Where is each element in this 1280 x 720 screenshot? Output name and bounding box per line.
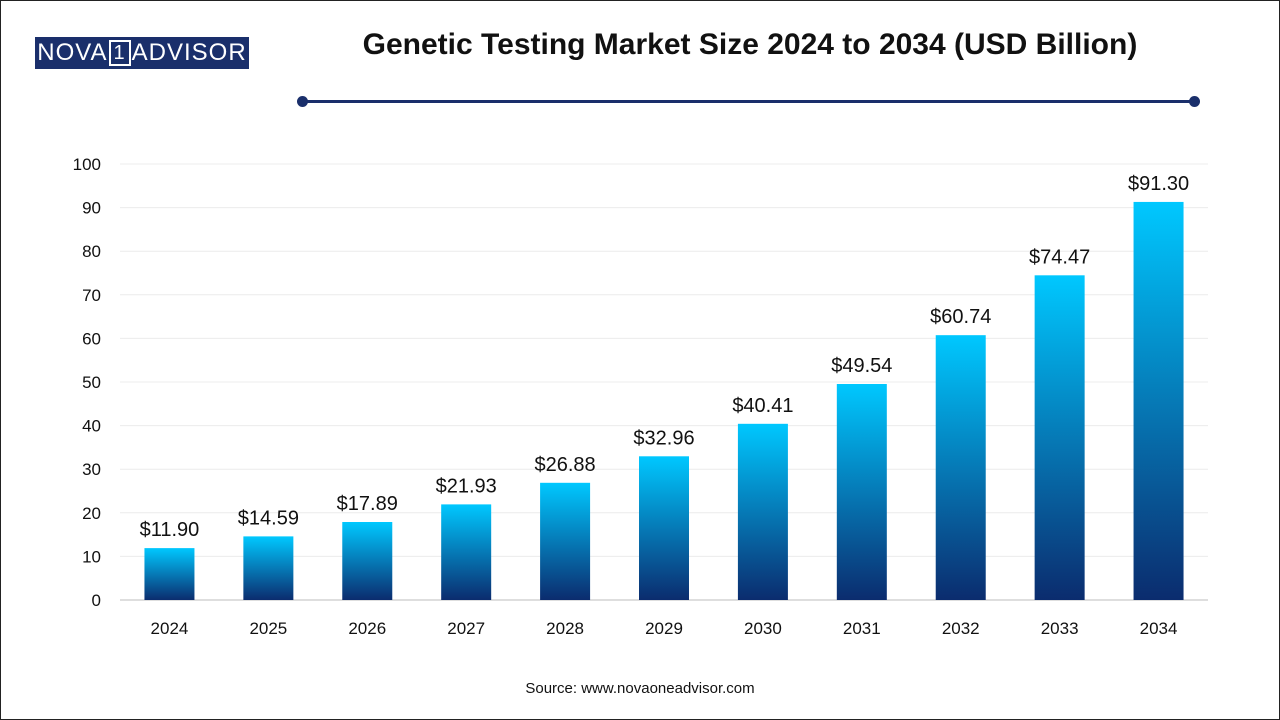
data-label: $11.90 — [140, 519, 200, 541]
bar — [441, 504, 492, 600]
bar — [243, 536, 294, 600]
y-tick-label: 20 — [82, 504, 101, 523]
brand-logo: NOVA 1 ADVISOR — [35, 37, 249, 69]
title-underline — [302, 100, 1195, 103]
y-tick-label: 100 — [73, 155, 101, 174]
x-tick-label: 2029 — [645, 619, 683, 638]
y-tick-label: 10 — [82, 547, 101, 566]
x-tick-label: 2026 — [348, 619, 386, 638]
logo-text-mid: 1 — [108, 40, 131, 66]
y-tick-label: 30 — [82, 460, 101, 479]
logo-text-right: ADVISOR — [131, 39, 247, 66]
x-tick-label: 2031 — [843, 619, 881, 638]
data-label: $74.47 — [1029, 246, 1090, 268]
bar — [1034, 275, 1085, 600]
x-tick-label: 2024 — [151, 619, 189, 638]
data-label: $17.89 — [337, 493, 398, 515]
y-tick-label: 60 — [82, 329, 101, 348]
x-tick-label: 2033 — [1041, 619, 1079, 638]
chart-title: Genetic Testing Market Size 2024 to 2034… — [362, 28, 1138, 61]
bar — [935, 335, 986, 600]
bar — [342, 521, 393, 600]
data-label: $91.30 — [1128, 173, 1189, 195]
y-tick-label: 90 — [82, 199, 101, 218]
data-label: $40.41 — [732, 395, 793, 417]
y-tick-label: 80 — [82, 242, 101, 261]
data-label: $32.96 — [633, 427, 694, 449]
y-tick-label: 0 — [92, 591, 101, 610]
y-tick-label: 70 — [82, 286, 101, 305]
bar — [737, 423, 788, 600]
x-tick-label: 2032 — [942, 619, 980, 638]
x-tick-label: 2025 — [249, 619, 287, 638]
x-tick-label: 2028 — [546, 619, 584, 638]
source-note: Source: www.novaoneadvisor.com — [525, 680, 755, 697]
data-label: $26.88 — [535, 454, 596, 476]
underline-dot-right — [1189, 96, 1200, 107]
bar — [144, 548, 195, 600]
data-label: $21.93 — [436, 475, 497, 497]
data-label: $49.54 — [831, 355, 892, 377]
data-label: $14.59 — [238, 507, 299, 529]
x-tick-label: 2034 — [1140, 619, 1178, 638]
bar — [639, 456, 689, 600]
x-tick-label: 2027 — [447, 619, 485, 638]
y-tick-label: 40 — [82, 417, 101, 436]
y-tick-label: 50 — [82, 373, 101, 392]
logo-text-left: NOVA — [37, 39, 108, 66]
data-label: $60.74 — [930, 306, 991, 328]
underline-dot-left — [297, 96, 308, 107]
x-tick-label: 2030 — [744, 619, 782, 638]
bar — [836, 384, 887, 600]
bar — [540, 482, 591, 600]
bar — [1133, 201, 1184, 600]
